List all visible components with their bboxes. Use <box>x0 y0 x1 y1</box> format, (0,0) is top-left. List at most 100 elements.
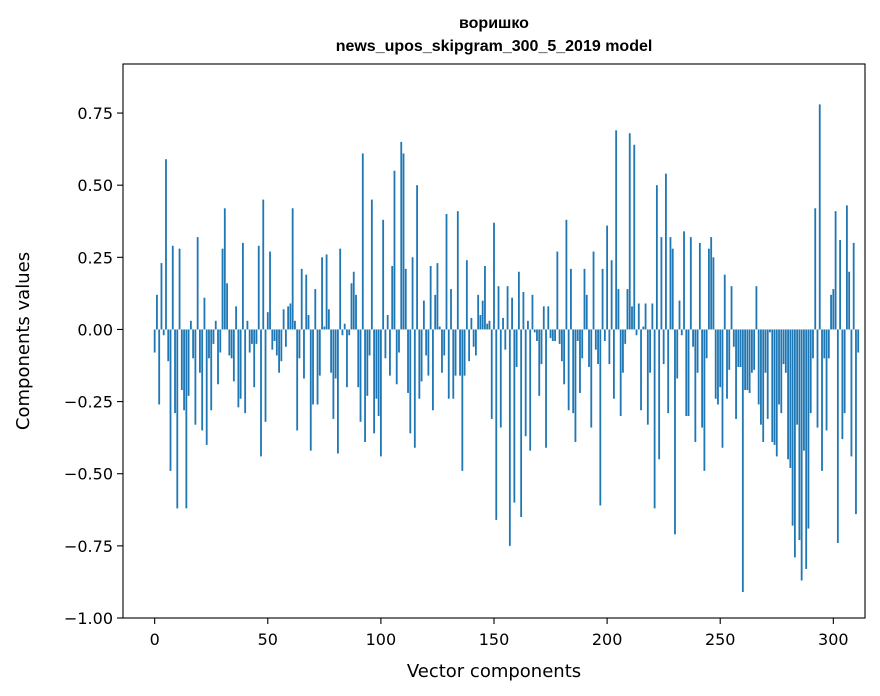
bar-158 <box>511 297 513 330</box>
bar-206 <box>619 329 622 417</box>
bar-174 <box>547 306 550 330</box>
bar-61 <box>291 208 294 330</box>
bar-188 <box>579 329 581 393</box>
bar-93 <box>364 329 366 442</box>
bar-70 <box>312 329 314 405</box>
bar-89 <box>355 294 357 330</box>
bar-6 <box>167 329 170 362</box>
bar-220 <box>651 303 654 330</box>
bar-8 <box>171 245 174 330</box>
bar-300 <box>832 289 835 330</box>
bar-230 <box>674 329 676 535</box>
chart-title-line-2: news_upos_skipgram_300_5_2019 model <box>336 38 653 55</box>
bar-310 <box>855 329 857 515</box>
bar-91 <box>359 329 362 422</box>
bar-45 <box>255 329 258 344</box>
bar-291 <box>812 329 814 359</box>
bar-202 <box>610 260 613 330</box>
bar-175 <box>549 329 552 339</box>
bar-119 <box>422 300 425 330</box>
bar-247 <box>712 257 715 330</box>
bar-105 <box>391 265 394 330</box>
bar-241 <box>698 242 701 330</box>
bar-65 <box>300 268 303 330</box>
bar-204 <box>615 130 618 330</box>
bar-177 <box>554 329 556 341</box>
bar-0 <box>153 329 156 353</box>
bar-136 <box>461 329 464 471</box>
bar-285 <box>798 329 801 541</box>
y-tick-label: 0.50 <box>77 176 113 195</box>
bar-41 <box>246 320 249 330</box>
bar-299 <box>830 294 832 330</box>
bar-170 <box>538 329 541 396</box>
bar-207 <box>622 329 624 373</box>
bar-147 <box>486 323 489 330</box>
bar-160 <box>515 329 518 367</box>
bar-212 <box>633 144 636 330</box>
bar-122 <box>429 265 432 330</box>
bar-275 <box>775 329 778 457</box>
bar-116 <box>416 185 418 330</box>
bar-182 <box>565 219 568 330</box>
bar-246 <box>710 237 713 330</box>
bar-62 <box>294 320 296 330</box>
bar-20 <box>199 329 201 373</box>
bar-83 <box>341 329 344 336</box>
bar-229 <box>671 248 674 330</box>
bar-126 <box>438 326 441 330</box>
bar-49 <box>264 329 267 422</box>
bar-108 <box>398 329 400 353</box>
bar-129 <box>445 214 448 330</box>
bar-22 <box>203 297 206 330</box>
bar-276 <box>778 329 780 405</box>
bar-219 <box>649 329 651 373</box>
bar-179 <box>558 329 561 344</box>
bar-171 <box>540 329 543 365</box>
bar-146 <box>484 265 486 330</box>
bar-248 <box>714 329 717 399</box>
bar-17 <box>192 329 195 359</box>
bar-118 <box>420 329 423 382</box>
bar-95 <box>368 329 371 356</box>
bar-109 <box>400 141 403 330</box>
bar-222 <box>655 185 658 330</box>
bar-162 <box>520 329 523 518</box>
y-tick-label: −0.50 <box>64 465 113 484</box>
bar-278 <box>782 329 785 365</box>
bar-112 <box>407 329 409 393</box>
bar-124 <box>434 294 437 330</box>
bar-245 <box>708 248 710 330</box>
y-tick-label: −0.75 <box>64 537 113 556</box>
bar-106 <box>393 170 396 330</box>
bar-286 <box>800 329 803 581</box>
bar-2 <box>158 329 161 405</box>
bar-94 <box>366 329 369 396</box>
bar-307 <box>848 271 851 330</box>
bar-16 <box>189 320 192 330</box>
bar-309 <box>852 242 855 330</box>
bar-74 <box>321 257 323 330</box>
bar-306 <box>846 205 848 330</box>
bar-168 <box>533 329 536 333</box>
bar-214 <box>637 303 640 330</box>
bar-59 <box>287 306 290 330</box>
bar-81 <box>337 329 339 454</box>
bar-252 <box>723 274 726 330</box>
bar-290 <box>809 329 812 414</box>
bar-125 <box>436 263 439 330</box>
bar-137 <box>463 329 466 376</box>
bar-154 <box>502 317 504 330</box>
bar-203 <box>612 329 615 399</box>
bar-209 <box>626 289 629 330</box>
bar-28 <box>217 329 219 385</box>
bar-141 <box>472 329 475 347</box>
bar-31 <box>223 208 226 330</box>
bar-79 <box>332 329 335 419</box>
bar-163 <box>522 291 525 330</box>
bar-242 <box>701 329 704 428</box>
bar-281 <box>789 329 792 468</box>
bar-227 <box>667 329 670 414</box>
bar-86 <box>348 329 351 336</box>
bar-297 <box>825 329 828 431</box>
